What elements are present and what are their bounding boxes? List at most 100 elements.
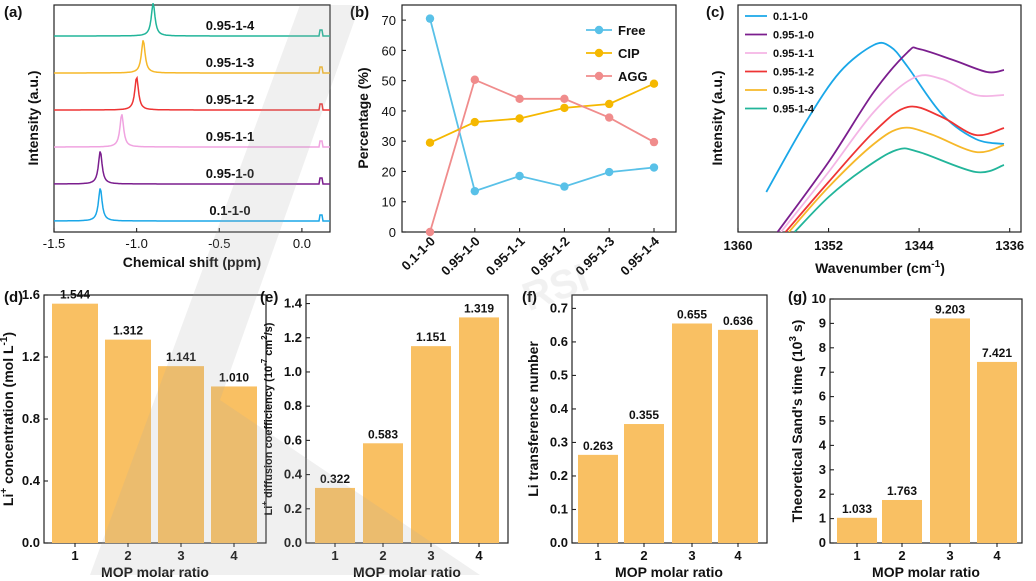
panel-label-a: (a): [4, 4, 22, 21]
nmr-spectrum-line: [54, 114, 330, 148]
y-tick-label: 0: [819, 535, 826, 550]
legend-label: 0.95-1-2: [773, 67, 814, 79]
y-tick-label: 50: [382, 74, 396, 89]
bar: [459, 317, 499, 543]
bar: [837, 517, 877, 543]
y-tick-label: 20: [382, 164, 396, 179]
bars-f: 0.0 0.1 0.2 0.3 0.4 0.5 0.6 0.7 0.263 1 0.355 2 0.65…: [550, 300, 758, 563]
x-tick-label: 1: [71, 548, 78, 563]
data-point-free: [560, 182, 569, 191]
ftir-spectrum-line: [765, 41, 1005, 193]
x-tick-label: 0.0: [293, 236, 311, 251]
y-tick-label: 40: [382, 104, 396, 119]
plot-frame-b: [401, 4, 677, 233]
x-tick-label: 4: [475, 548, 483, 563]
y-tick-label: 9: [819, 315, 826, 330]
legend-marker: [594, 25, 604, 35]
x-axis-ticks-b: 0.1-1-0 0.95-1-0 0.95-1-1 0.95-1-2 0.95-1-3 0…: [398, 228, 663, 279]
data-point-cip: [560, 103, 569, 113]
y-axis-title-d: Li+ concentration (mol L-1): [0, 332, 16, 506]
panel-d-concentration-chart: (d) 0.0 0.4 0.8 1.2 1.6 1.544 1 1.312 2 1.141 3 1.0…: [0, 287, 267, 580]
nmr-spectra: 0.1-1-0 0.95-1-0 0.95-1-1 0.95-1-2 0.95-1-3 0…: [54, 3, 330, 222]
data-point-agg: [515, 94, 524, 104]
y-tick-label: 0.1: [550, 501, 568, 516]
x-tick-label: 3: [688, 548, 695, 563]
legend-label: 0.95-1-1: [773, 48, 814, 60]
ftir-spectrum-line: [784, 105, 1005, 232]
bar: [977, 361, 1017, 543]
bar-value-label: 0.636: [723, 314, 753, 328]
y-tick-label: 0.4: [284, 467, 303, 482]
y-tick-label: 0.8: [22, 411, 40, 426]
data-point-free: [605, 167, 614, 177]
y-tick-label: 60: [382, 43, 396, 58]
nmr-spectrum-line: [54, 40, 330, 74]
bar: [363, 443, 403, 543]
y-tick-label: 1.6: [22, 287, 40, 302]
x-tick-label: 1336: [995, 238, 1024, 253]
legend-marker: [594, 71, 604, 81]
nmr-spectrum-line: [54, 188, 330, 222]
x-axis-title-d: MOP molar ratio: [101, 564, 209, 580]
legend-label: 0.95-1-0: [773, 30, 814, 42]
y-tick-label: 2: [819, 486, 826, 501]
legend-label: 0.1-1-0: [773, 11, 808, 23]
data-point-free: [470, 186, 479, 196]
data-point-free: [515, 171, 524, 181]
y-tick-label: 0.3: [550, 434, 568, 449]
bar: [52, 303, 98, 543]
nmr-series-label: 0.95-1-0: [206, 166, 254, 181]
nmr-series-label: 0.95-1-1: [206, 129, 254, 144]
y-tick-label: 0.6: [284, 432, 302, 447]
y-tick-label: 5: [819, 413, 826, 428]
ftir-spectra: [765, 41, 1005, 232]
ftir-spectrum-line: [793, 147, 1005, 232]
bar: [718, 329, 758, 543]
x-axis-title-f: MOP molar ratio: [615, 564, 723, 580]
series-line-agg: [429, 78, 655, 233]
bar: [624, 424, 664, 543]
bar-value-label: 1.151: [416, 330, 446, 344]
plot-frame-a: [53, 4, 331, 233]
bars-g: 0 1 2 3 4 5 6 7 8 9 10 1.033 1 1.763 2 9.203 3 7.421 4: [812, 291, 1017, 563]
x-tick-label: 1344: [905, 238, 935, 253]
legend-label: Free: [618, 23, 645, 38]
y-tick-label: 0.2: [284, 501, 302, 516]
x-tick-label: 4: [734, 548, 742, 563]
bar: [158, 366, 204, 543]
bar-value-label: 0.583: [368, 427, 398, 441]
y-tick-label: 0.7: [550, 300, 568, 315]
y-tick-label: 0.4: [550, 401, 569, 416]
y-axis-title-f: Li transference number: [525, 341, 541, 497]
percentage-series: [425, 14, 659, 237]
nmr-series-label: 0.95-1-2: [206, 92, 254, 107]
bar: [578, 454, 618, 543]
x-axis-title-c: Wavenumber (cm-1): [815, 259, 945, 276]
bar-value-label: 0.263: [583, 439, 613, 453]
legend-c: 0.1-1-0 0.95-1-0 0.95-1-1 0.95-1-2 0.95-1-3 0…: [745, 11, 815, 116]
y-tick-label: 10: [382, 195, 396, 210]
x-tick-label: 4: [993, 548, 1001, 563]
panel-c-ftir-chart: (c) 0.1-1-0 0.95-1-0 0.95-1-1 0.95-1-2 0.95-…: [706, 4, 1024, 276]
x-tick-label: 3: [427, 548, 434, 563]
y-tick-label: 70: [382, 13, 396, 28]
watermark-text: RSI: [517, 256, 595, 320]
ftir-spectrum-line: [788, 126, 1005, 232]
data-point-agg: [425, 227, 435, 237]
series-line-cip: [429, 82, 655, 144]
bar-value-label: 1.319: [464, 301, 494, 315]
y-tick-label: 0.0: [22, 535, 40, 550]
x-tick-label: 0.95-1-1: [483, 234, 528, 279]
y-tick-label: 1.2: [22, 349, 40, 364]
y-axis-title-g: Theoretical Sand's time (103 s): [788, 320, 805, 523]
x-axis-ticks-a: -1.5 -1.0 -0.5 0.0: [43, 228, 311, 251]
legend-label: AGG: [618, 69, 648, 84]
x-tick-label: -1.0: [125, 236, 147, 251]
data-point-cip: [425, 138, 435, 147]
series-line-free: [429, 18, 655, 193]
y-tick-label: 7: [819, 364, 826, 379]
x-tick-label: 3: [177, 548, 184, 563]
x-tick-label: 0.95-1-4: [617, 233, 662, 278]
y-tick-label: 0.4: [22, 473, 41, 488]
y-axis-title-c: Intensity (a.u.): [709, 71, 725, 166]
